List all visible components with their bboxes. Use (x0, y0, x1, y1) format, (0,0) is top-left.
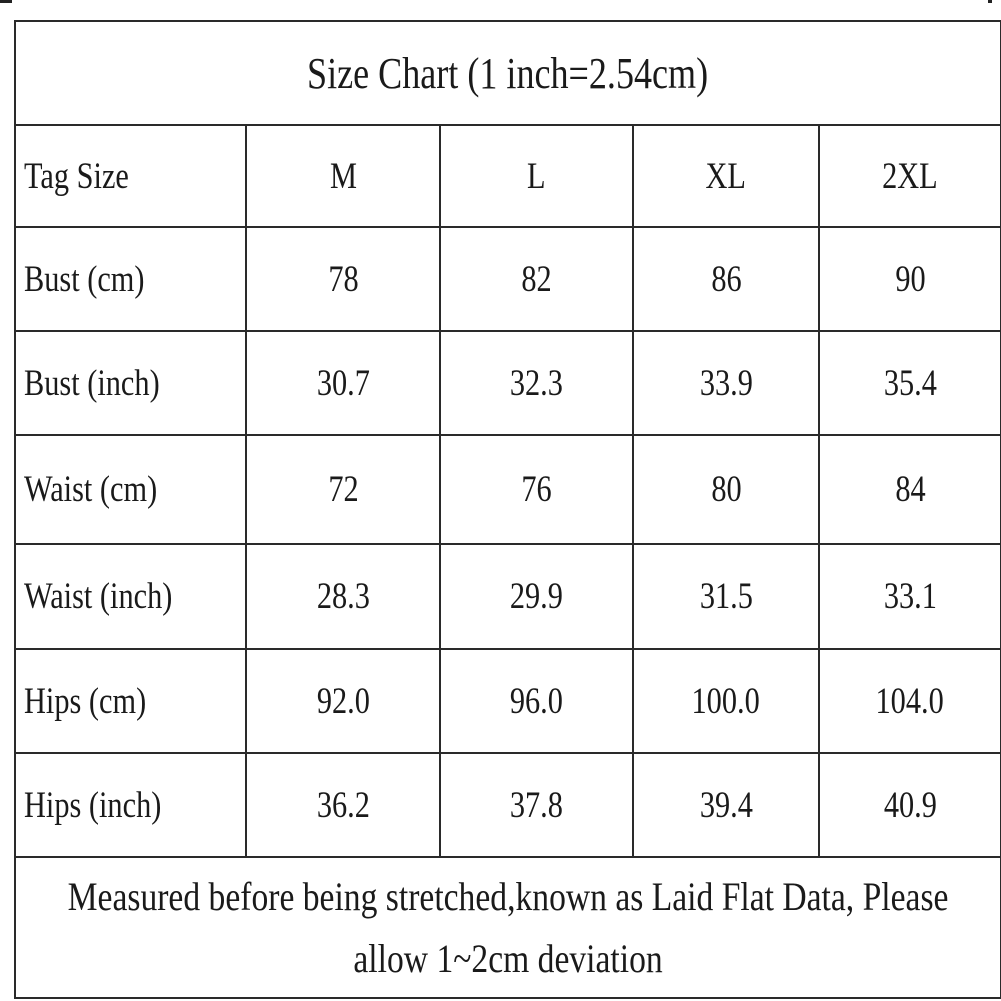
cell-value: 82 (521, 258, 552, 300)
cell-value: 76 (521, 469, 552, 510)
cell-value: 78 (327, 258, 359, 300)
note-row: Measured before being stretched,known as… (13, 856, 1001, 999)
header-label-cell: Tag Size (14, 124, 247, 228)
cell-value: 100.0 (691, 680, 761, 722)
row-label-cell: Waist (inch) (14, 543, 247, 650)
table-row: Waist (inch) 28.3 29.9 31.5 33.1 (14, 543, 1001, 650)
cell-value: 37.8 (509, 784, 564, 826)
cropped-text-fragment (0, 0, 12, 3)
cell-value: 80 (710, 469, 742, 510)
table-cell: 33.9 (632, 330, 820, 436)
cell-value: 35.4 (883, 362, 937, 404)
row-label-cell: Bust (cm) (14, 226, 247, 332)
size-label: 2XL (882, 155, 938, 197)
cell-value: 30.7 (316, 362, 370, 404)
cropped-top-edge (0, 0, 1001, 4)
row-label-cell: Bust (inch) (14, 330, 247, 436)
tag-size-label: Tag Size (24, 155, 129, 197)
cell-value: 40.9 (883, 784, 937, 826)
table-cell: 29.9 (439, 543, 634, 650)
cell-value: 36.2 (316, 784, 370, 826)
header-row: Tag Size M L XL 2XL (14, 124, 1001, 228)
row-label-cell: Hips (inch) (14, 752, 247, 858)
size-label: L (527, 155, 546, 197)
cell-value: 32.3 (509, 362, 564, 404)
table-cell: 84 (817, 434, 1001, 545)
row-label: Waist (inch) (24, 576, 173, 617)
table-cell: 90 (817, 226, 1001, 332)
cell-value: 31.5 (699, 576, 753, 617)
table-cell: 40.9 (817, 752, 1001, 858)
note-cell: Measured before being stretched,known as… (13, 856, 1001, 999)
size-header-l: L (439, 124, 634, 228)
table-cell: 36.2 (245, 752, 441, 858)
cell-value: 86 (710, 258, 742, 300)
table-cell: 100.0 (632, 648, 820, 754)
cropped-text-fragment (988, 0, 992, 3)
row-label: Hips (cm) (24, 680, 147, 722)
table-cell: 96.0 (439, 648, 634, 754)
size-label: XL (705, 155, 747, 197)
row-label: Waist (cm) (24, 469, 158, 510)
table-cell: 78 (245, 226, 441, 332)
table-cell: 80 (632, 434, 820, 545)
table-cell: 30.7 (245, 330, 441, 436)
table-cell: 82 (439, 226, 634, 332)
row-label: Bust (cm) (24, 258, 145, 300)
chart-title: Size Chart (1 inch=2.54cm) (307, 48, 709, 98)
size-chart-table: Size Chart (1 inch=2.54cm) Tag Size M L … (13, 20, 1001, 999)
table-cell: 32.3 (439, 330, 634, 436)
cell-value: 39.4 (699, 784, 753, 826)
chart-title-cell: Size Chart (1 inch=2.54cm) (13, 20, 1001, 126)
row-label-cell: Hips (cm) (14, 648, 247, 754)
cell-value: 29.9 (509, 576, 564, 617)
cell-value: 96.0 (509, 680, 564, 722)
table-cell: 33.1 (817, 543, 1001, 650)
table-cell: 86 (632, 226, 820, 332)
table-cell: 28.3 (245, 543, 441, 650)
table-cell: 72 (245, 434, 441, 545)
table-row: Hips (inch) 36.2 37.8 39.4 40.9 (14, 752, 1001, 858)
table-cell: 104.0 (817, 648, 1001, 754)
row-label-cell: Waist (cm) (14, 434, 247, 545)
cell-value: 84 (894, 469, 926, 510)
table-cell: 37.8 (439, 752, 634, 858)
size-header-m: M (245, 124, 441, 228)
table-row: Bust (inch) 30.7 32.3 33.9 35.4 (14, 330, 1001, 436)
table-cell: 39.4 (632, 752, 820, 858)
table-row: Bust (cm) 78 82 86 90 (14, 226, 1001, 332)
cell-value: 28.3 (316, 576, 370, 617)
cell-value: 92.0 (316, 680, 370, 722)
table-cell: 31.5 (632, 543, 820, 650)
size-label: M (329, 155, 357, 197)
size-header-xl: XL (632, 124, 820, 228)
table-cell: 76 (439, 434, 634, 545)
table-row: Waist (cm) 72 76 80 84 (14, 434, 1001, 545)
cell-value: 104.0 (875, 680, 945, 722)
table-cell: 35.4 (817, 330, 1001, 436)
row-label: Hips (inch) (24, 784, 162, 826)
measurement-note: Measured before being stretched,known as… (67, 873, 949, 981)
cell-value: 33.1 (883, 576, 937, 617)
table-row: Hips (cm) 92.0 96.0 100.0 104.0 (14, 648, 1001, 754)
table-cell: 92.0 (245, 648, 441, 754)
cell-value: 72 (327, 469, 359, 510)
row-label: Bust (inch) (24, 362, 160, 404)
cell-value: 33.9 (699, 362, 753, 404)
size-header-2xl: 2XL (817, 124, 1001, 228)
title-row: Size Chart (1 inch=2.54cm) (13, 20, 1001, 126)
cell-value: 90 (894, 258, 926, 300)
